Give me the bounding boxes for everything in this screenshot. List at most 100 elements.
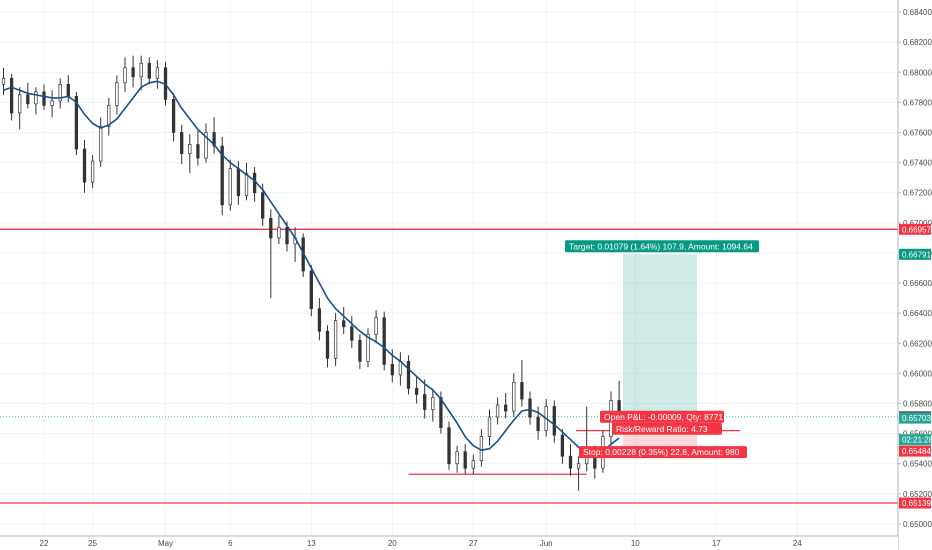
candle-body bbox=[188, 144, 192, 154]
x-tick-label: 20 bbox=[388, 539, 397, 548]
candle-body bbox=[228, 168, 232, 206]
candle-body bbox=[107, 105, 111, 127]
candles bbox=[1, 55, 621, 491]
candle-body bbox=[196, 144, 200, 159]
candle-body bbox=[398, 360, 403, 376]
candle-body bbox=[285, 226, 289, 245]
x-tick-label: 22 bbox=[40, 539, 49, 548]
axis-badge-label: 0.65484 bbox=[902, 447, 931, 456]
candle-body bbox=[204, 132, 208, 159]
candle-body bbox=[495, 404, 500, 418]
candle-body bbox=[439, 397, 443, 428]
candle-body bbox=[390, 364, 394, 376]
candle-body bbox=[18, 94, 22, 114]
x-tick-label: 25 bbox=[88, 539, 97, 548]
y-tick-label: 0.66600 bbox=[903, 279, 932, 288]
x-tick-label: 13 bbox=[307, 539, 316, 548]
candle-body bbox=[471, 460, 475, 469]
x-tick-label: 17 bbox=[712, 539, 721, 548]
candle-body bbox=[261, 192, 265, 219]
pnl-label: Open P&L: -0.00009, Qty: 8771 bbox=[604, 412, 723, 422]
candle-body bbox=[115, 82, 119, 106]
y-tick-label: 0.68400 bbox=[903, 8, 932, 17]
candle-body bbox=[504, 404, 508, 412]
candle-body bbox=[447, 427, 451, 465]
candle-body bbox=[82, 148, 87, 183]
candle-body bbox=[528, 398, 532, 418]
candle-body bbox=[455, 451, 459, 465]
candle-body bbox=[309, 270, 313, 310]
x-tick-label: 6 bbox=[228, 539, 233, 548]
long-position-tool[interactable]: Target: 0.01079 (1.64%) 107.9, Amount: 1… bbox=[565, 240, 759, 459]
axis-badge-label: 02:21:28 bbox=[902, 436, 932, 445]
candle-body bbox=[171, 99, 176, 133]
candle-body bbox=[9, 77, 14, 114]
y-tick-label: 0.68000 bbox=[903, 68, 932, 77]
candle-body bbox=[560, 434, 565, 457]
candle-body bbox=[333, 320, 338, 359]
candle-body bbox=[487, 416, 492, 437]
candle-body bbox=[463, 451, 467, 469]
x-tick-label: May bbox=[158, 539, 173, 548]
candle-body bbox=[155, 67, 160, 79]
candle-body bbox=[414, 388, 419, 395]
candle-body bbox=[576, 463, 581, 469]
candle-body bbox=[520, 382, 524, 400]
x-tick-label: 24 bbox=[793, 539, 802, 548]
candle-body bbox=[220, 145, 224, 206]
axis-badge bbox=[899, 445, 931, 457]
candle-body bbox=[50, 100, 54, 106]
risk-reward-label-bg bbox=[612, 422, 722, 435]
y-tick-label: 0.67400 bbox=[903, 159, 932, 168]
time-axis[interactable] bbox=[0, 536, 898, 550]
stop-label-bg bbox=[579, 446, 747, 459]
candle-body bbox=[123, 67, 127, 84]
candle-body bbox=[342, 320, 346, 328]
candle-body bbox=[406, 360, 411, 389]
moving-average-line bbox=[3, 80, 620, 456]
risk-reward-label: Risk/Reward Ratio: 4.73 bbox=[616, 424, 708, 434]
candle-body bbox=[512, 382, 516, 412]
axis-badge bbox=[899, 223, 931, 235]
candle-body bbox=[139, 62, 143, 78]
candle-body bbox=[479, 436, 484, 462]
y-tick-label: 0.65200 bbox=[903, 490, 932, 499]
candle-body bbox=[147, 62, 151, 79]
candle-body bbox=[269, 217, 273, 239]
candle-body bbox=[74, 96, 79, 150]
candle-body bbox=[358, 339, 362, 362]
pnl-label-bg bbox=[600, 410, 724, 423]
y-tick-label: 0.66200 bbox=[903, 339, 932, 348]
candle-body bbox=[366, 333, 370, 362]
y-tick-label: 0.67200 bbox=[903, 189, 932, 198]
candle-body bbox=[423, 394, 427, 410]
candle-body bbox=[66, 83, 70, 97]
candle-body bbox=[317, 308, 322, 332]
price-axis[interactable] bbox=[898, 0, 932, 550]
profit-zone[interactable] bbox=[623, 254, 697, 417]
candle-body bbox=[244, 172, 249, 197]
y-tick-label: 0.67000 bbox=[903, 219, 932, 228]
candle-body bbox=[552, 406, 556, 436]
axis-badge-label: 0.65139 bbox=[902, 499, 931, 508]
candle-body bbox=[58, 83, 62, 102]
axis-badge bbox=[899, 434, 931, 446]
stop-label: Stop: 0.00228 (0.35%) 22.8, Amount: 980 bbox=[583, 447, 740, 457]
target-label: Target: 0.01079 (1.64%) 107.9, Amount: 1… bbox=[569, 241, 753, 251]
axis-badge bbox=[899, 248, 931, 260]
x-tick-label: Jun bbox=[540, 539, 553, 548]
candle-body bbox=[212, 132, 216, 147]
y-tick-label: 0.65600 bbox=[903, 430, 932, 439]
axis-badge-label: 0.66791 bbox=[902, 250, 931, 259]
candle-body bbox=[180, 132, 184, 154]
y-tick-label: 0.65000 bbox=[903, 520, 932, 529]
candle-body bbox=[252, 172, 257, 194]
candle-body bbox=[374, 317, 378, 335]
candle-body bbox=[99, 126, 103, 162]
x-tick-label: 10 bbox=[631, 539, 640, 548]
y-tick-label: 0.68200 bbox=[903, 38, 932, 47]
target-label-bg bbox=[565, 240, 759, 253]
axis-badge bbox=[899, 412, 931, 424]
